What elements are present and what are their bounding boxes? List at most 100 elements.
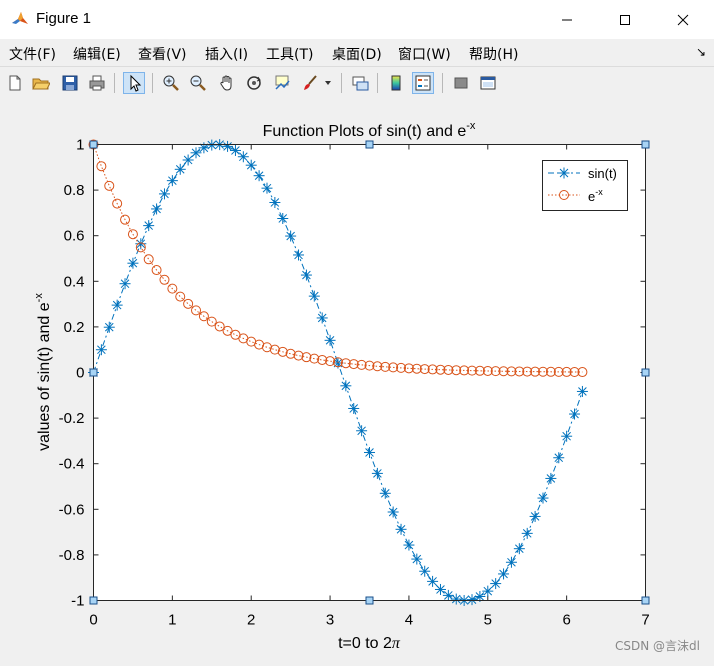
rotate-3d-button[interactable] (243, 72, 265, 94)
show-plot-tools-button[interactable] (477, 72, 499, 94)
zoom-in-button[interactable] (160, 72, 182, 94)
menu-dock-arrow-icon[interactable]: ↘ (695, 45, 706, 59)
pan-button[interactable] (216, 72, 238, 94)
menu-insert[interactable]: 插入(I) (205, 47, 249, 63)
data-point (229, 144, 241, 156)
data-point (135, 242, 146, 253)
legend-marker-exp (559, 190, 569, 200)
data-point (498, 568, 510, 580)
menu-desktop[interactable]: 桌面(D) (332, 47, 382, 63)
data-point (561, 430, 573, 442)
menu-file[interactable]: 文件(F) (9, 47, 56, 63)
new-figure-icon (9, 75, 21, 91)
new-figure-button[interactable] (4, 72, 26, 94)
hide-plot-tools-button[interactable] (450, 72, 472, 94)
selection-handle (365, 140, 374, 149)
axes-background[interactable] (93, 144, 646, 601)
y-tick-label: 1 (76, 137, 84, 154)
toolbar-separator (114, 73, 115, 93)
data-point (174, 163, 186, 175)
y-tick-label: 0 (76, 365, 84, 382)
data-point (127, 229, 138, 240)
data-point (198, 311, 209, 322)
data-point (143, 220, 155, 232)
menu-tools[interactable]: 工具(T) (266, 47, 314, 63)
data-point (190, 147, 202, 159)
toolbar (0, 66, 714, 100)
axis-ticks: 0 1 2 3 4 5 6 7 -1 -0.8 -0.6 -0.4 -0.2 0 0.2 0.4 0.6 0.8 1 (59, 137, 650, 629)
open-file-icon (32, 78, 50, 90)
data-point (135, 238, 147, 250)
data-point (427, 575, 439, 587)
rotate-3d-icon (247, 76, 261, 90)
save-button[interactable] (59, 72, 81, 94)
data-point (309, 353, 320, 364)
x-tick-label: 7 (641, 612, 649, 629)
data-point (120, 214, 131, 225)
show-plot-tools-icon (480, 76, 496, 90)
menu-edit[interactable]: 编辑(E) (73, 47, 121, 63)
menu-view[interactable]: 查看(V) (138, 47, 187, 63)
y-tick-label: -1 (71, 593, 84, 610)
title-bar: Figure 1 (0, 0, 714, 39)
chart-title: Function Plots of sin(t) and e-x (263, 120, 476, 140)
open-file-button[interactable] (30, 72, 52, 94)
edit-plot-button[interactable] (123, 72, 145, 94)
series-exp (88, 139, 588, 378)
data-point (396, 362, 407, 373)
data-point (561, 366, 572, 377)
data-point (459, 365, 470, 376)
data-point (119, 278, 131, 290)
data-point (553, 452, 565, 464)
data-point (348, 359, 359, 370)
data-point (95, 344, 107, 356)
data-point (482, 365, 493, 376)
data-point (191, 305, 202, 316)
legend-button[interactable] (412, 72, 434, 94)
colorbar-icon (391, 75, 401, 91)
menu-help[interactable]: 帮助(H) (469, 47, 519, 63)
data-point (166, 175, 178, 187)
print-button[interactable] (86, 72, 108, 94)
selection-handles[interactable] (89, 140, 650, 605)
data-point (206, 139, 218, 151)
link-plot-icon (352, 76, 369, 91)
zoom-out-button[interactable] (187, 72, 209, 94)
data-point (521, 527, 533, 539)
data-point (530, 366, 541, 377)
data-point (411, 553, 423, 565)
chevron-down-icon (325, 81, 331, 85)
colorbar-button[interactable] (385, 72, 407, 94)
menu-window[interactable]: 窗口(W) (398, 47, 451, 63)
data-point (467, 365, 478, 376)
data-point (261, 342, 272, 353)
legend-marker-sin (558, 167, 570, 179)
close-button[interactable] (654, 0, 712, 39)
data-point (285, 348, 296, 359)
link-plot-button[interactable] (349, 72, 371, 94)
zoom-out-icon (190, 75, 206, 91)
data-cursor-button[interactable] (271, 72, 293, 94)
x-tick-label: 6 (562, 612, 570, 629)
maximize-button[interactable] (596, 0, 654, 39)
data-point (175, 291, 186, 302)
y-axis-label: values of sin(t) and e-x (33, 293, 53, 451)
data-point (403, 363, 414, 374)
brush-icon (304, 75, 317, 90)
data-point (513, 543, 525, 555)
data-point (388, 362, 399, 373)
window-title: Figure 1 (36, 10, 92, 27)
y-tick-label: 0.6 (64, 228, 85, 245)
brush-button[interactable] (299, 72, 321, 94)
data-point (514, 366, 525, 377)
data-point (372, 361, 383, 372)
minimize-button[interactable] (538, 0, 596, 39)
data-point (545, 366, 556, 377)
print-icon (89, 75, 105, 91)
maximize-icon (620, 14, 630, 25)
y-tick-label: -0.4 (59, 456, 85, 473)
data-point (182, 154, 194, 166)
legend[interactable]: sin(t) e-x (542, 160, 628, 211)
watermark: CSDN @言沫dl (615, 639, 700, 653)
brush-menu-button[interactable] (321, 72, 335, 94)
